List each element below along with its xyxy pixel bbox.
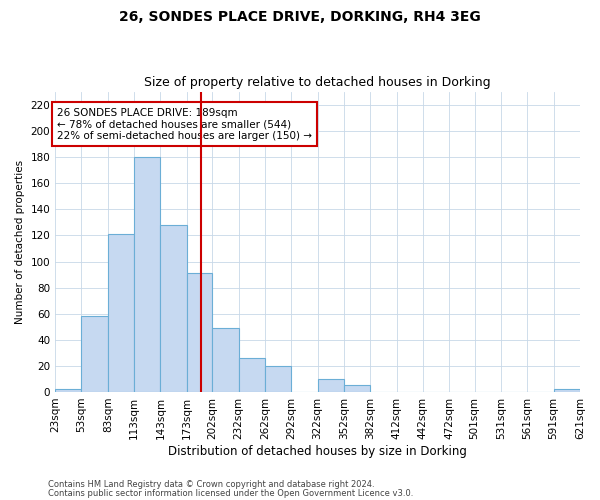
Bar <box>554 390 580 392</box>
Bar <box>187 274 212 392</box>
Bar <box>265 366 291 392</box>
Bar <box>82 316 108 392</box>
Text: 26, SONDES PLACE DRIVE, DORKING, RH4 3EG: 26, SONDES PLACE DRIVE, DORKING, RH4 3EG <box>119 10 481 24</box>
Bar <box>239 358 265 392</box>
Text: Contains HM Land Registry data © Crown copyright and database right 2024.: Contains HM Land Registry data © Crown c… <box>48 480 374 489</box>
Bar <box>55 390 82 392</box>
Text: Contains public sector information licensed under the Open Government Licence v3: Contains public sector information licen… <box>48 488 413 498</box>
X-axis label: Distribution of detached houses by size in Dorking: Distribution of detached houses by size … <box>168 444 467 458</box>
Title: Size of property relative to detached houses in Dorking: Size of property relative to detached ho… <box>144 76 491 90</box>
Bar <box>134 158 160 392</box>
Text: 26 SONDES PLACE DRIVE: 189sqm
← 78% of detached houses are smaller (544)
22% of : 26 SONDES PLACE DRIVE: 189sqm ← 78% of d… <box>57 108 312 141</box>
Bar <box>212 328 239 392</box>
Bar <box>317 379 344 392</box>
Bar <box>108 234 134 392</box>
Bar <box>344 386 370 392</box>
Y-axis label: Number of detached properties: Number of detached properties <box>15 160 25 324</box>
Bar <box>160 225 187 392</box>
